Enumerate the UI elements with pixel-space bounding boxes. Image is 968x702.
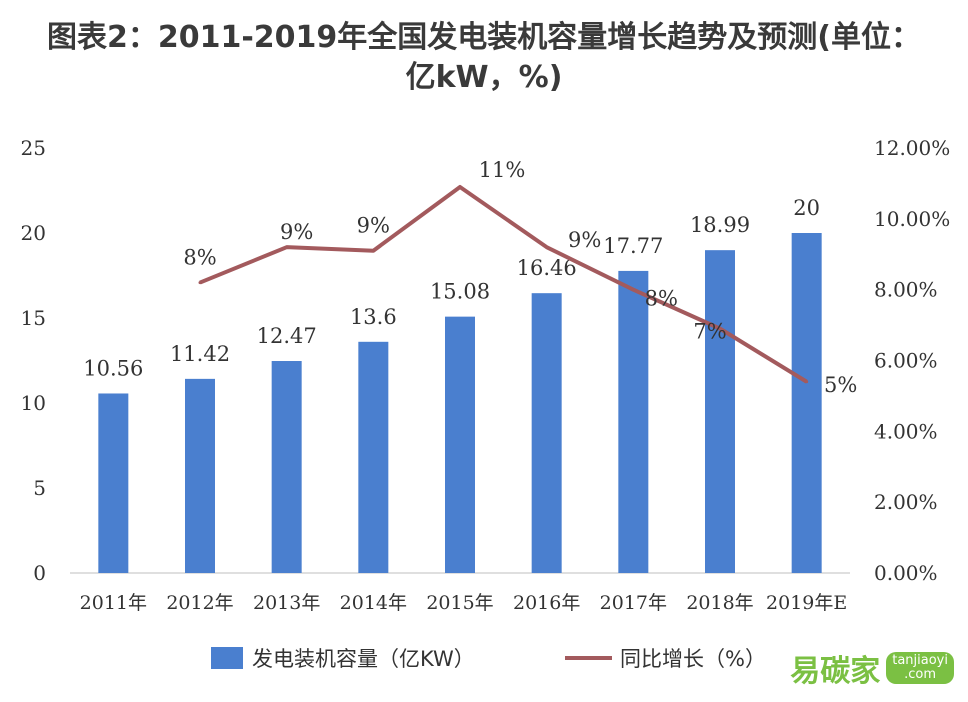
y-right-tick-label: 6.00% [874,349,938,373]
bar [618,270,649,573]
bar-value-label: 16.46 [517,256,577,280]
bar [791,233,822,573]
x-tick-label: 2016年 [513,592,580,614]
bar [185,378,215,573]
x-tick-label: 2018年 [686,592,753,614]
bar [358,341,389,573]
line-point [805,380,809,384]
y-left-tick-label: 20 [21,221,46,245]
x-tick-label: 2012年 [166,592,233,614]
bar-value-label: 11.42 [170,342,230,366]
line-point [718,327,722,331]
bar-value-label: 17.77 [603,234,663,258]
logo-badge: tanjiaoyi .com [886,652,954,684]
line-value-label: 9% [568,228,601,252]
x-tick-label: 2019年E [766,592,847,614]
logo-domain: tanjiaoyi [892,653,948,668]
y-right-tick-label: 8.00% [874,278,938,302]
y-right-tick-label: 0.00% [874,561,938,585]
bar-value-label: 18.99 [690,213,750,237]
bar [98,393,129,573]
y-left-tick-label: 0 [33,561,46,585]
line-point [458,185,462,189]
y-right-tick-label: 12.00% [874,136,950,160]
legend-line-label: 同比增长（%） [620,647,766,671]
bar [705,250,735,574]
y-right-tick-label: 10.00% [874,207,950,231]
line-value-label: 11% [479,158,526,182]
line-point [631,288,635,292]
line-value-label: 7% [693,320,726,344]
y-left-tick-label: 25 [21,136,46,160]
bar-value-label: 13.6 [350,305,397,329]
logo-tld: .com [904,667,937,682]
line-value-label: 8% [183,246,216,270]
legend-bar-label: 发电装机容量（亿KW） [252,647,475,671]
x-tick-label: 2013年 [253,592,320,614]
y-left-tick-label: 5 [33,476,46,500]
bar-value-label: 10.56 [83,356,143,380]
bar-value-label: 20 [793,196,820,220]
growth-line [199,184,808,384]
y-right-tick-label: 2.00% [874,490,938,514]
y-left-tick-label: 15 [21,306,46,330]
x-tick-label: 2011年 [80,592,147,614]
line-value-label: 8% [645,287,678,311]
bar-value-label: 12.47 [257,324,317,348]
line-point [545,245,549,249]
legend-bar-swatch [211,647,243,669]
chart-title-line1: 图表2：2011-2019年全国发电装机容量增长趋势及预测(单位： [46,20,922,55]
logo-text: 易碳家 [790,654,881,689]
x-tick-label: 2017年 [600,592,667,614]
line-value-label: 5% [824,373,857,397]
x-tick-label: 2014年 [340,592,407,614]
y-left-tick-label: 10 [21,391,46,415]
x-tick-label: 2015年 [426,592,493,614]
bar [445,316,475,573]
line-point [371,249,375,253]
line-point [198,281,202,285]
line-value-label: 9% [357,214,390,238]
bar [531,293,562,573]
site-logo: 易碳家 tanjiaoyi .com [790,646,954,690]
bar-value-label: 15.08 [430,280,490,304]
y-right-tick-label: 4.00% [874,419,938,443]
chart-title: 图表2：2011-2019年全国发电装机容量增长趋势及预测(单位： 亿kW，%) [0,18,968,98]
line-value-label: 9% [280,220,313,244]
chart-title-line2: 亿kW，%) [405,60,563,95]
line-point [285,245,289,249]
bar [271,361,302,573]
